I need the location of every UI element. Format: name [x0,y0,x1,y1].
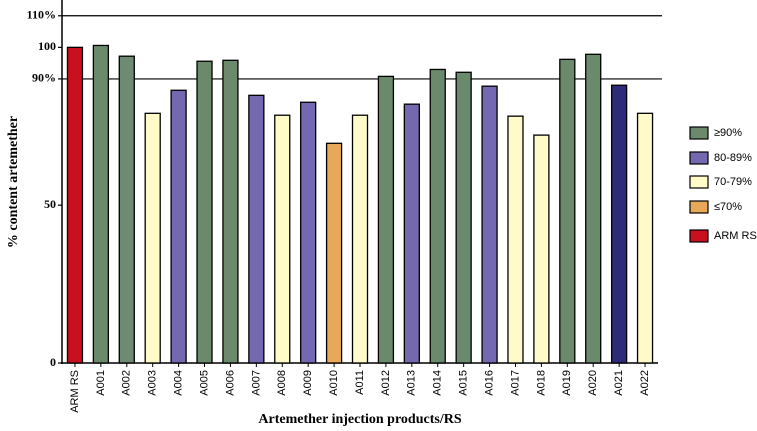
x-tick-label: A007 [250,370,262,396]
legend-swatch [689,229,709,243]
bar [170,89,187,364]
x-tick-label: A010 [328,370,340,396]
legend-label: ≤70% [714,201,742,213]
x-tick-label: A016 [483,370,495,396]
x-tick-label: A005 [198,370,210,396]
x-tick-label: A022 [639,370,651,396]
bar [66,46,84,364]
x-tick-label: A014 [432,370,444,396]
legend-swatch [689,200,709,214]
legend-swatch [689,126,709,140]
x-tick-label: A013 [406,370,418,396]
bar [377,75,395,364]
x-tick-label: A011 [354,370,366,395]
bar [610,84,628,364]
legend-label: ≥90% [714,127,742,139]
y-tick-label: 90% [32,71,56,85]
bar [92,44,110,364]
x-tick-label: A003 [147,370,159,396]
x-tick-label: A015 [458,370,470,396]
x-tick-label: A020 [587,370,599,396]
legend-swatch [689,175,709,189]
bar [118,55,135,364]
legend-label: ARM RS [714,230,757,242]
legend-label: 80-89% [714,152,752,164]
bar [559,58,576,364]
x-tick-label: A018 [535,370,547,396]
y-tick-label: 100 [38,39,56,53]
bar [429,68,446,364]
bar [455,71,472,364]
bar [300,101,317,364]
bar [196,60,213,364]
x-tick-label: A017 [509,370,521,396]
bar [248,94,265,364]
bar [585,53,602,364]
x-tick-label: A009 [302,370,314,396]
x-tick-label: A019 [561,370,573,396]
x-tick-label: A008 [276,370,288,396]
x-axis-title: Artemether injection products/RS [258,412,461,427]
legend-swatch [689,151,709,165]
legend-label: 70-79% [714,176,752,188]
bar [403,103,420,364]
x-tick-label: A012 [380,370,392,396]
bar [507,115,524,364]
bar [274,114,291,364]
bar [144,112,161,364]
bar [222,59,239,364]
x-tick-label: A002 [121,370,133,396]
bar [481,85,498,364]
y-tick-label: 0 [50,355,56,369]
bar [325,142,343,364]
y-tick-label: 110% [27,8,56,22]
y-axis-title: % content artemether [6,116,21,248]
x-tick-label: ARM RS [69,370,81,413]
x-tick-label: A001 [95,370,107,396]
y-tick-label: 50 [44,197,56,211]
x-tick-label: A004 [173,370,185,396]
bar [533,134,550,364]
bar [636,112,654,364]
x-tick-label: A021 [613,370,625,396]
x-tick-label: A006 [224,370,236,396]
bar [351,114,369,364]
